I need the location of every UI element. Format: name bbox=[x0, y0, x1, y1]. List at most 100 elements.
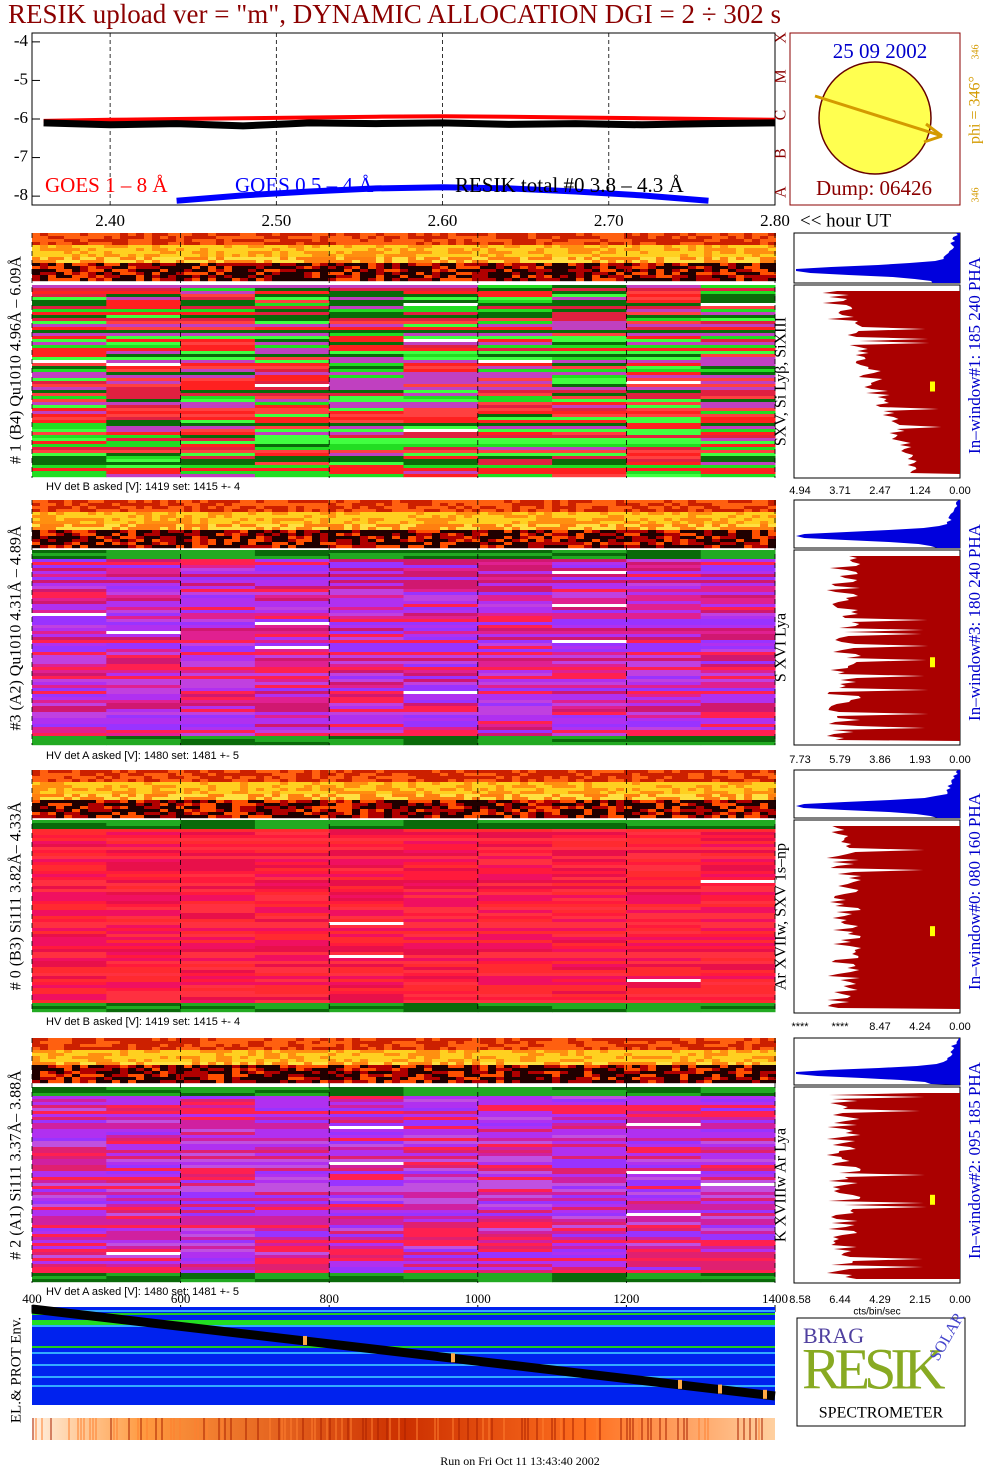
heat-cell bbox=[328, 269, 336, 273]
heat-cell bbox=[536, 506, 544, 510]
heat-cell bbox=[56, 275, 64, 279]
heat-cell bbox=[376, 533, 384, 537]
heat-cell bbox=[352, 773, 360, 777]
heat-cell bbox=[104, 545, 112, 549]
heat-cell bbox=[648, 530, 656, 534]
heat-cell bbox=[472, 782, 480, 786]
heat-cell bbox=[552, 518, 560, 522]
heat-cell bbox=[752, 782, 760, 786]
window-marker bbox=[930, 657, 935, 668]
heat-cell bbox=[240, 509, 248, 513]
heat-cell bbox=[464, 512, 472, 516]
heat-cell bbox=[56, 527, 64, 531]
heat-cell bbox=[760, 545, 768, 549]
heat-cell bbox=[352, 770, 360, 774]
heat-cell bbox=[552, 782, 560, 786]
heat-cell bbox=[224, 782, 232, 786]
heat-cell bbox=[576, 275, 584, 279]
heat-cell bbox=[344, 506, 352, 510]
heat-cell bbox=[552, 556, 627, 560]
heat-cell bbox=[180, 565, 256, 569]
heat-cell bbox=[96, 773, 104, 777]
heat-cell bbox=[176, 536, 184, 540]
heat-cell bbox=[216, 776, 224, 780]
heat-cell bbox=[480, 275, 488, 279]
heat-cell bbox=[106, 568, 182, 572]
heat-cell bbox=[528, 260, 536, 264]
heat-cell bbox=[180, 685, 256, 689]
heat-cell bbox=[40, 245, 48, 249]
heat-cell bbox=[32, 275, 40, 279]
heat-cell bbox=[696, 521, 704, 525]
heat-cell bbox=[640, 545, 648, 549]
heat-cell bbox=[144, 782, 152, 786]
heat-cell bbox=[477, 381, 553, 385]
heat-cell bbox=[736, 524, 744, 528]
heat-cell bbox=[128, 236, 136, 240]
heat-cell bbox=[224, 545, 232, 549]
heat-cell bbox=[477, 595, 553, 599]
heat-cell bbox=[560, 503, 568, 507]
heat-cell bbox=[512, 539, 520, 543]
heat-cell bbox=[696, 251, 704, 255]
heat-cell bbox=[40, 251, 48, 255]
heat-cell bbox=[112, 527, 120, 531]
heat-cell bbox=[480, 509, 488, 513]
heat-cell bbox=[403, 417, 479, 421]
heat-cell bbox=[208, 500, 216, 504]
heat-cell bbox=[592, 506, 600, 510]
heat-cell bbox=[536, 785, 544, 789]
heat-cell bbox=[254, 294, 330, 298]
heat-cell bbox=[496, 527, 504, 531]
heat-cell bbox=[552, 607, 627, 611]
heat-cell bbox=[672, 251, 680, 255]
heat-cell bbox=[240, 242, 248, 246]
heat-cell bbox=[700, 565, 776, 569]
heat-cell bbox=[384, 263, 392, 267]
heat-cell bbox=[88, 782, 96, 786]
heat-cell bbox=[696, 545, 704, 549]
heat-cell bbox=[208, 545, 216, 549]
heat-cell bbox=[32, 736, 107, 740]
heat-cell bbox=[272, 512, 280, 516]
heat-cell bbox=[616, 500, 624, 504]
heat-cell bbox=[424, 545, 432, 549]
heat-cell bbox=[640, 242, 648, 246]
heat-cell bbox=[664, 527, 672, 531]
heat-cell bbox=[360, 263, 368, 267]
heat-cell bbox=[464, 263, 472, 267]
heat-cell bbox=[768, 539, 776, 543]
heat-cell bbox=[184, 545, 192, 549]
heat-cell bbox=[408, 521, 416, 525]
heat-cell bbox=[200, 242, 208, 246]
heat-cell bbox=[432, 512, 440, 516]
heat-cell bbox=[328, 245, 336, 249]
heat-cell bbox=[520, 269, 528, 273]
heat-cell bbox=[403, 450, 479, 454]
heat-cell bbox=[448, 524, 456, 528]
heat-cell bbox=[336, 518, 344, 522]
heat-cell bbox=[700, 688, 776, 692]
heat-cell bbox=[760, 521, 768, 525]
heat-cell bbox=[712, 536, 720, 540]
heat-cell bbox=[456, 254, 464, 258]
heat-cell bbox=[560, 272, 568, 276]
heat-cell bbox=[32, 462, 107, 466]
heat-cell bbox=[184, 257, 192, 261]
heat-cell bbox=[472, 251, 480, 255]
heat-cell bbox=[312, 530, 320, 534]
heat-cell bbox=[254, 553, 330, 557]
heat-cell bbox=[403, 441, 479, 445]
heat-cell bbox=[180, 682, 256, 686]
heat-cell bbox=[384, 233, 392, 237]
heat-cell bbox=[656, 539, 664, 543]
heat-cell bbox=[180, 369, 256, 373]
heat-cell bbox=[736, 245, 744, 249]
heat-cell bbox=[224, 770, 232, 774]
heat-cell bbox=[632, 542, 640, 546]
heat-cell bbox=[224, 542, 232, 546]
heat-cell bbox=[624, 776, 632, 780]
heat-cell bbox=[360, 251, 368, 255]
heat-cell bbox=[560, 263, 568, 267]
heat-cell bbox=[176, 542, 184, 546]
